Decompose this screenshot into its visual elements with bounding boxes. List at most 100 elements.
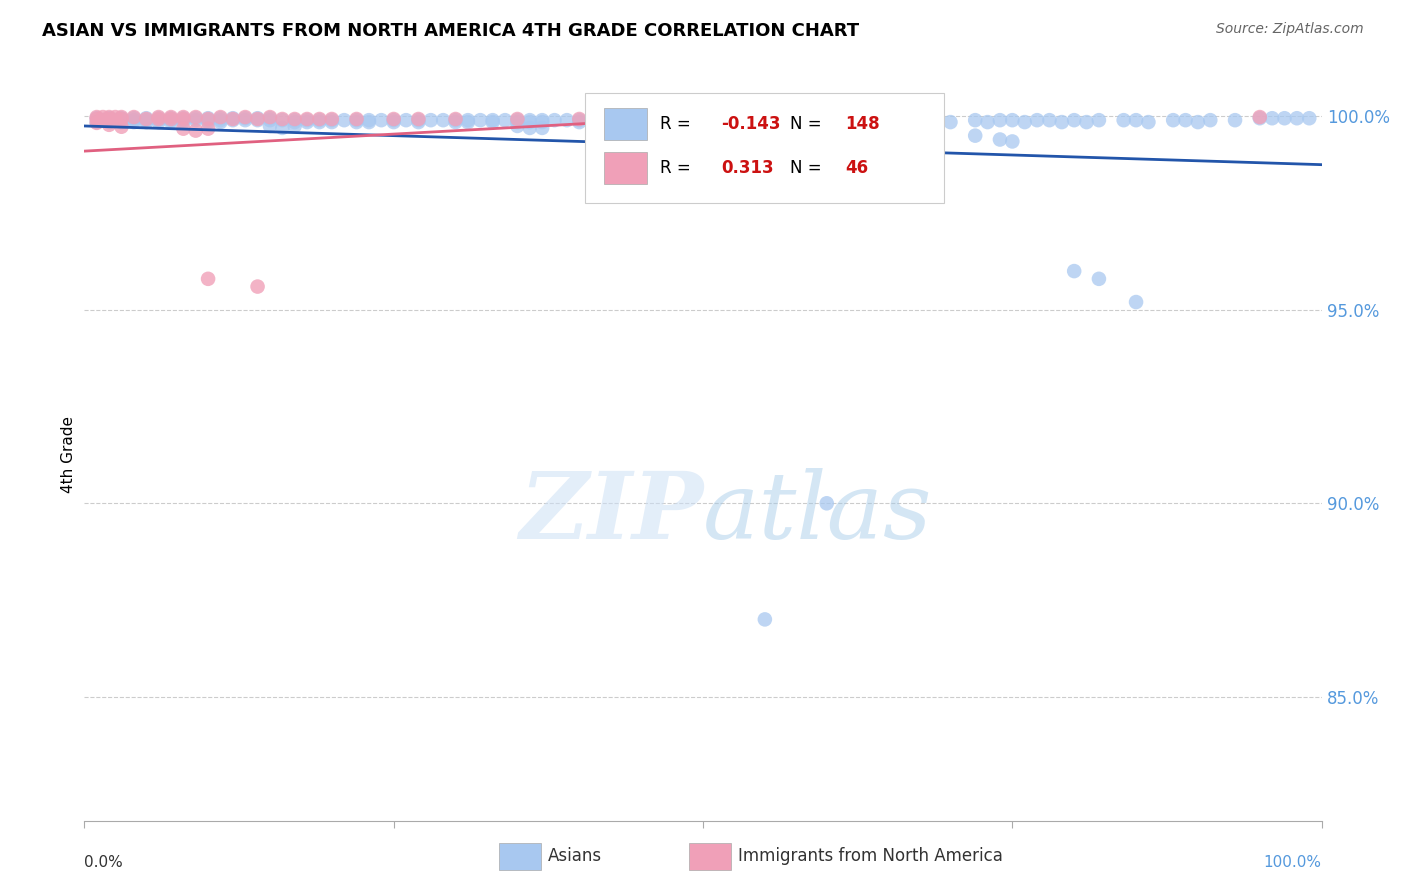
Point xyxy=(865,113,887,128)
Point xyxy=(86,116,108,130)
Point xyxy=(419,113,441,128)
Point xyxy=(754,119,776,133)
Point xyxy=(692,113,714,128)
Point xyxy=(617,113,640,128)
Point xyxy=(779,115,801,129)
Point xyxy=(284,119,307,133)
Point xyxy=(271,112,294,126)
Point xyxy=(531,120,554,135)
Text: 100.0%: 100.0% xyxy=(1264,855,1322,870)
FancyBboxPatch shape xyxy=(605,108,647,140)
Text: Asians: Asians xyxy=(548,847,602,865)
Text: atlas: atlas xyxy=(703,468,932,558)
Point xyxy=(506,119,529,133)
Point xyxy=(841,113,863,128)
Point xyxy=(284,112,307,126)
Point xyxy=(172,110,194,124)
Point xyxy=(655,115,678,129)
Point xyxy=(148,110,170,124)
Text: Immigrants from North America: Immigrants from North America xyxy=(738,847,1002,865)
Point xyxy=(494,113,516,128)
Point xyxy=(86,110,108,124)
Point xyxy=(914,113,936,128)
Point xyxy=(321,112,343,126)
Point xyxy=(197,112,219,126)
Point xyxy=(457,113,479,128)
Point xyxy=(828,113,851,128)
Point xyxy=(98,118,121,132)
Text: Source: ZipAtlas.com: Source: ZipAtlas.com xyxy=(1216,22,1364,37)
Point xyxy=(679,113,702,128)
Point xyxy=(593,113,616,128)
Point xyxy=(754,113,776,128)
Point xyxy=(1063,264,1085,278)
Point xyxy=(1088,113,1111,128)
Point xyxy=(1187,115,1209,129)
Point xyxy=(271,113,294,128)
Point xyxy=(110,112,132,126)
Text: ASIAN VS IMMIGRANTS FROM NORTH AMERICA 4TH GRADE CORRELATION CHART: ASIAN VS IMMIGRANTS FROM NORTH AMERICA 4… xyxy=(42,22,859,40)
Point xyxy=(408,113,430,128)
FancyBboxPatch shape xyxy=(605,153,647,185)
Point xyxy=(815,496,838,510)
Point xyxy=(395,113,418,128)
Point xyxy=(346,112,368,126)
Point xyxy=(110,110,132,124)
Point xyxy=(965,113,987,128)
Point xyxy=(519,115,541,129)
Text: 0.0%: 0.0% xyxy=(84,855,124,870)
Point xyxy=(135,112,157,126)
Point xyxy=(246,112,269,126)
Point xyxy=(222,113,245,128)
Point xyxy=(704,115,727,129)
Point xyxy=(1063,113,1085,128)
Point xyxy=(148,115,170,129)
Point xyxy=(233,112,256,126)
Point xyxy=(184,110,207,124)
Point xyxy=(160,112,183,126)
Point xyxy=(457,115,479,129)
Point xyxy=(581,113,603,128)
Point xyxy=(284,113,307,128)
Text: R =: R = xyxy=(659,115,696,133)
Point xyxy=(209,112,232,126)
Point xyxy=(110,112,132,126)
Point xyxy=(717,113,740,128)
Point xyxy=(432,113,454,128)
Point xyxy=(333,113,356,128)
Point xyxy=(481,113,503,128)
Point xyxy=(568,113,591,128)
Point xyxy=(246,113,269,128)
Point xyxy=(135,113,157,128)
Point xyxy=(98,112,121,126)
Point xyxy=(184,112,207,126)
Text: 148: 148 xyxy=(845,115,880,133)
Point xyxy=(148,112,170,126)
Point xyxy=(630,113,652,128)
Point xyxy=(122,115,145,129)
Point xyxy=(197,272,219,286)
Point xyxy=(104,110,127,124)
Point xyxy=(506,113,529,128)
Point xyxy=(209,113,232,128)
Point xyxy=(643,113,665,128)
Point xyxy=(209,115,232,129)
Point xyxy=(98,115,121,129)
Point xyxy=(172,113,194,128)
Point xyxy=(531,113,554,128)
Point xyxy=(815,115,838,129)
Point xyxy=(259,110,281,124)
FancyBboxPatch shape xyxy=(585,93,945,202)
Point xyxy=(408,115,430,129)
Point xyxy=(197,115,219,129)
Point xyxy=(197,113,219,128)
Point xyxy=(470,113,492,128)
Point xyxy=(568,112,591,126)
Point xyxy=(766,113,789,128)
Text: ZIP: ZIP xyxy=(519,468,703,558)
Point xyxy=(160,110,183,124)
Point xyxy=(160,113,183,128)
Point xyxy=(184,113,207,128)
Point xyxy=(222,112,245,126)
Point xyxy=(1199,113,1222,128)
